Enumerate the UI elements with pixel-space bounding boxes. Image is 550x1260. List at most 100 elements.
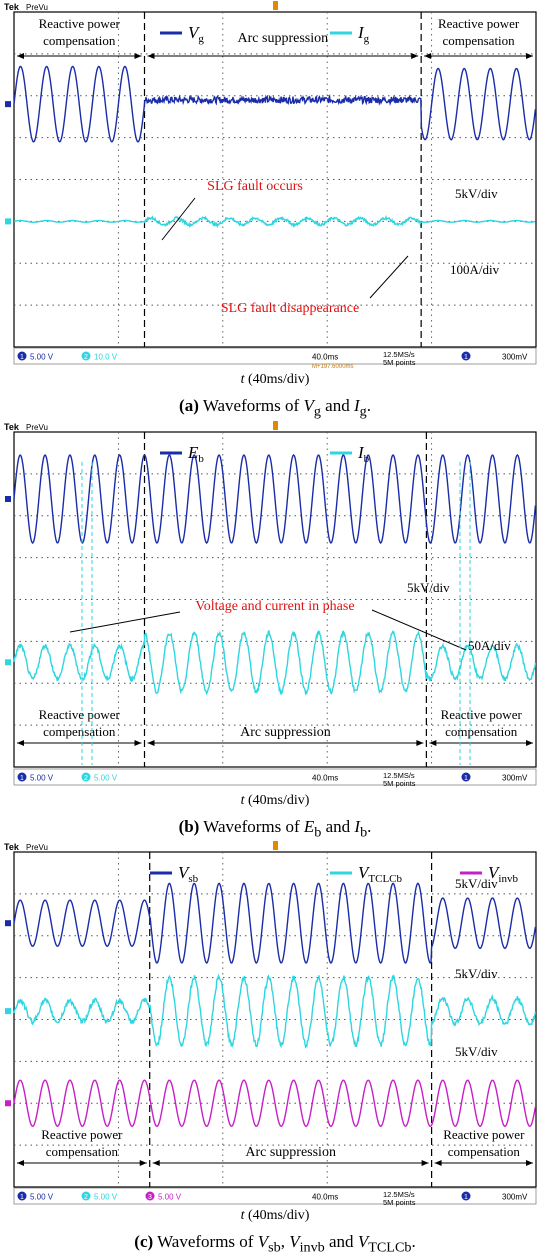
channel-marker (5, 218, 11, 225)
arrow-head (17, 53, 24, 59)
status-bar (13, 1187, 537, 1205)
channel-marker (5, 659, 11, 666)
channel-badge-num: 2 (84, 775, 88, 782)
scope-brand: Tek (4, 842, 20, 852)
region-label: compensation (43, 724, 116, 739)
trigger-marker (273, 841, 278, 850)
arrow-head (147, 53, 155, 59)
annotation-fault-disappear: SLG fault disappearance (221, 301, 359, 316)
annotation-scale-v: 5kV/div (455, 186, 498, 201)
channel-scale: 5.00 V (94, 1193, 118, 1202)
panel-c: Tek PreVu Vsb VTCLCb Vinvb Reactive power comp… (4, 841, 537, 1207)
arrow-head (17, 740, 24, 746)
trigger-channel-num: 1 (464, 354, 468, 361)
trigger-level: 300mV (502, 353, 528, 362)
annotation-in-phase: Voltage and current in phase (195, 599, 354, 614)
caption-c: (c) Waveforms of Vsb, Vinvb and VTCLCb. (134, 1232, 416, 1256)
timebase: 40.0ms (312, 353, 338, 362)
arrow-head (152, 1160, 160, 1166)
trigger-marker (273, 1, 278, 10)
region-label: compensation (46, 1144, 119, 1159)
region-label: Reactive power (443, 1127, 525, 1142)
region-label: compensation (445, 724, 518, 739)
annotation-scale-i: 100A/div (450, 262, 500, 277)
annotation-scale-2: 5kV/div (455, 966, 498, 981)
channel-badge-num: 2 (84, 1194, 88, 1201)
trigger-marker (273, 421, 278, 430)
sample-rate: 12.5MS/s (383, 1190, 415, 1199)
arrow-head (429, 740, 437, 746)
channel-badge (17, 772, 27, 782)
trigger-level: 300mV (502, 774, 528, 783)
arrow-head (134, 740, 142, 746)
channel-marker (5, 920, 11, 927)
series-Vinvb (13, 1079, 537, 1128)
arrow-head (134, 53, 142, 59)
channel-badge-num: 2 (84, 354, 88, 361)
channel-scale: 10.0 V (94, 353, 118, 362)
arrow-head (139, 1160, 147, 1166)
region-label: compensation (43, 33, 116, 48)
channel-badge (17, 1191, 27, 1201)
arrow-head (421, 1160, 429, 1166)
annotation-arrow (161, 197, 196, 241)
panel-b: Tek PreVu Eb Ib Reactive power compensation Ar… (4, 421, 537, 788)
trigger-level: 300mV (502, 1193, 528, 1202)
annotation-scale-i: 50A/div (468, 638, 511, 653)
series-VTCLCb (13, 973, 537, 1050)
legend-label: Eb (187, 443, 204, 465)
x-axis-label-b: t (40ms/div) (240, 793, 310, 808)
scope-brand: Tek (4, 422, 20, 432)
trigger-channel-badge (461, 772, 471, 782)
region-label: Reactive power (441, 707, 523, 722)
annotation-arrow (371, 609, 467, 651)
channel-badge (81, 351, 91, 361)
annotation-fault-occurs: SLG fault occurs (207, 179, 303, 194)
series-Vsb (13, 882, 537, 964)
scope-brand: Tek (4, 2, 20, 12)
region-label: Arc suppression (245, 1145, 336, 1160)
legend-label: Vinvb (488, 863, 518, 885)
record-length: 5M points (383, 779, 416, 788)
panel-a: Tek PreVu Vg Ig Reactive power compensation Ar… (4, 1, 537, 370)
channel-badge-num: 1 (20, 1194, 24, 1201)
timebase: 40.0ms (312, 1193, 338, 1202)
region-label: Arc suppression (240, 725, 331, 740)
scope-mode: PreVu (26, 423, 48, 432)
trigger-channel-num: 1 (464, 1194, 468, 1201)
status-bar (13, 347, 537, 365)
region-label: Reactive power (41, 1127, 123, 1142)
channel-marker (5, 1100, 11, 1107)
arrow-head (416, 740, 424, 746)
caption-b: (b) Waveforms of Eb and Ib. (178, 817, 372, 841)
channel-badge-num: 1 (20, 354, 24, 361)
trigger-channel-badge (461, 351, 471, 361)
region-label: compensation (448, 1144, 521, 1159)
annotation-scale-v: 5kV/div (407, 580, 450, 595)
channel-badge (81, 1191, 91, 1201)
trigger-channel-badge (461, 1191, 471, 1201)
x-axis-label-a: t (40ms/div) (240, 372, 310, 387)
channel-scale: 5.00 V (30, 774, 54, 783)
legend-label: Vg (188, 23, 204, 45)
channel-scale: 5.00 V (94, 774, 118, 783)
channel-badge-num: 1 (20, 775, 24, 782)
region-label: compensation (442, 33, 515, 48)
timebase: 40.0ms (312, 774, 338, 783)
trigger-position: M+197.6000ms (312, 364, 354, 370)
channel-badge-num: 3 (148, 1194, 152, 1201)
region-label: Reactive power (438, 16, 520, 31)
series-Ib (13, 629, 537, 696)
record-length: 5M points (383, 358, 416, 367)
arrow-head (526, 1160, 533, 1166)
channel-marker (5, 101, 11, 108)
channel-badge (81, 772, 91, 782)
channel-scale: 5.00 V (30, 1193, 54, 1202)
series-Ig (13, 214, 536, 229)
arrow-head (424, 53, 432, 59)
scope-mode: PreVu (26, 3, 48, 12)
annotation-arrow (369, 255, 409, 299)
annotation-arrow (69, 611, 181, 633)
caption-a: (a) Waveforms of Vg and Ig. (179, 396, 371, 420)
